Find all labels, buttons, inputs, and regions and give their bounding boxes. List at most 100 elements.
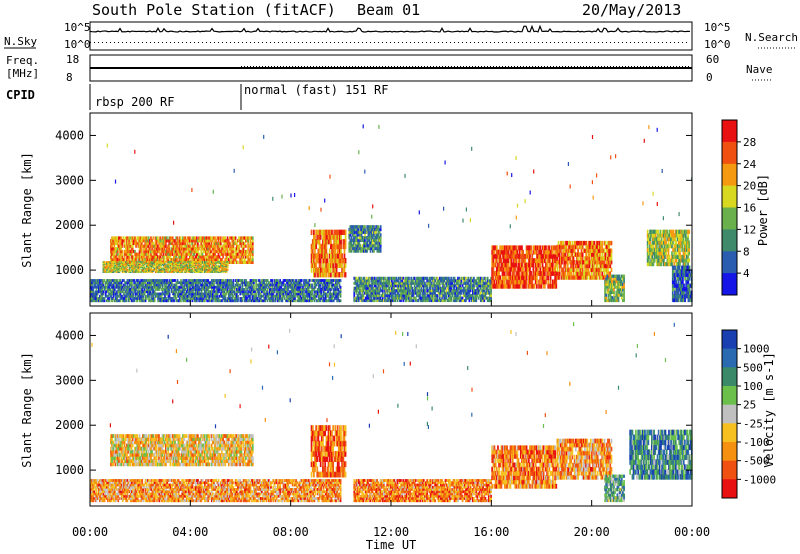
heatmap-cell <box>107 279 109 282</box>
heatmap-cell <box>186 266 189 269</box>
heatmap-cell <box>126 263 129 266</box>
heatmap-cell <box>158 247 160 251</box>
nave-point <box>427 66 428 67</box>
heatmap-cell <box>300 283 303 287</box>
heatmap-cell <box>367 296 369 300</box>
heatmap-cell <box>112 269 115 271</box>
heatmap-cell <box>176 299 179 303</box>
heatmap-cell <box>371 284 374 288</box>
heatmap-cell <box>128 239 131 243</box>
heatmap-cell <box>102 261 105 263</box>
nsearch-point <box>122 42 123 43</box>
heatmap-cell <box>166 239 168 243</box>
heatmap-cell <box>155 239 158 243</box>
heatmap-cell <box>171 239 174 243</box>
heatmap-cell <box>322 248 324 254</box>
heatmap-cell <box>198 279 201 282</box>
heatmap-cell <box>277 294 279 298</box>
heatmap-cell <box>201 244 204 248</box>
heatmap-cell <box>176 264 179 267</box>
heatmap-cell <box>231 260 234 264</box>
heatmap-cell <box>366 225 369 229</box>
nsearch-point <box>522 42 523 43</box>
heatmap-cell <box>271 283 274 287</box>
heatmap-cell <box>400 279 402 283</box>
heatmap-cell <box>372 286 375 290</box>
heatmap-cell <box>182 294 185 298</box>
heatmap-cell <box>182 299 185 303</box>
heatmap-cell <box>278 285 280 289</box>
heatmap-cell <box>150 271 153 273</box>
nave-point <box>532 66 533 67</box>
nave-point <box>568 66 569 67</box>
heatmap-cell <box>404 289 407 293</box>
heatmap-cell <box>192 252 195 256</box>
heatmap-cell <box>147 263 149 266</box>
heatmap-cell <box>197 285 199 289</box>
heatmap-cell <box>336 253 339 259</box>
heatmap-cell <box>379 276 382 280</box>
heatmap-cell <box>231 281 234 285</box>
heatmap-cell <box>356 284 359 288</box>
heatmap-cell <box>189 281 191 285</box>
heatmap-cell <box>240 288 243 291</box>
heatmap-cell <box>109 279 112 282</box>
heatmap-cell <box>150 262 153 264</box>
heatmap-cell <box>169 261 172 263</box>
heatmap-cell <box>238 236 240 240</box>
heatmap-cell <box>191 299 194 303</box>
heatmap-cell <box>193 285 196 289</box>
heatmap-cell <box>184 258 187 262</box>
heatmap-cell <box>242 244 245 248</box>
heatmap-cell <box>402 281 405 285</box>
heatmap-cell <box>269 281 271 285</box>
heatmap-cell <box>135 265 138 268</box>
heatmap-cell <box>312 294 315 298</box>
nsearch-point <box>530 42 531 43</box>
heatmap-cell <box>177 247 180 251</box>
nsearch-point <box>218 42 219 43</box>
heatmap-cell <box>117 271 120 273</box>
heatmap-cell <box>102 281 105 285</box>
heatmap-cell <box>296 294 299 298</box>
heatmap-cell <box>99 288 101 291</box>
heatmap-cell <box>162 252 165 256</box>
heatmap-cell <box>306 299 309 303</box>
heatmap-cell <box>353 281 356 285</box>
heatmap-cell <box>373 230 375 234</box>
heatmap-cell <box>357 225 360 229</box>
heatmap-cell <box>106 299 108 303</box>
heatmap-cell <box>290 285 293 289</box>
heatmap-cell <box>378 279 381 283</box>
nave-point <box>610 66 611 67</box>
heatmap-cell <box>411 299 414 303</box>
heatmap-cell <box>160 279 163 282</box>
heatmap-cell <box>266 283 269 287</box>
heatmap-cell <box>200 279 203 282</box>
heatmap-cell <box>239 285 242 289</box>
heatmap-cell <box>111 266 114 269</box>
heatmap-cell <box>106 263 108 266</box>
heatmap-cell <box>190 294 193 298</box>
heatmap-cell <box>370 233 373 237</box>
heatmap-cell <box>401 296 404 300</box>
heatmap-cell <box>339 229 341 236</box>
heatmap-cell <box>274 279 277 282</box>
heatmap-cell <box>167 267 170 270</box>
nave-point <box>559 66 560 67</box>
heatmap-cell <box>363 230 365 234</box>
heatmap-cell <box>220 271 222 273</box>
heatmap-cell <box>250 249 253 254</box>
heatmap-cell <box>133 266 136 269</box>
heatmap-cell <box>216 294 219 298</box>
heatmap-cell <box>325 262 328 269</box>
heatmap-cell <box>203 258 206 262</box>
heatmap-cell <box>200 266 203 269</box>
heatmap-cell <box>159 266 162 269</box>
heatmap-cell <box>233 255 236 259</box>
heatmap-cell <box>114 247 117 251</box>
heatmap-cell <box>341 229 344 236</box>
nave-point <box>598 66 599 67</box>
heatmap-cell <box>412 294 415 298</box>
heatmap-cell <box>255 299 258 303</box>
